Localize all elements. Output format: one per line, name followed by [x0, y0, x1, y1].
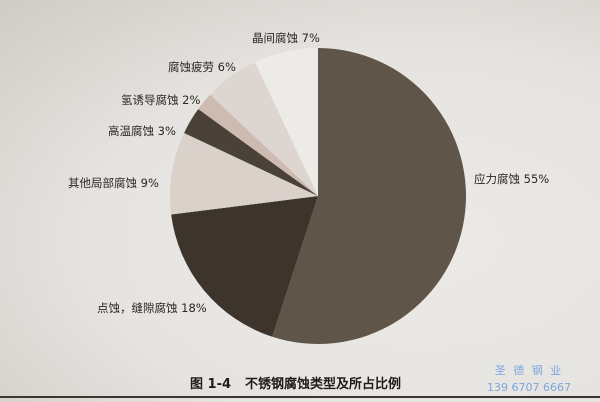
pie-slice-5 — [210, 62, 318, 196]
label-stress-corrosion: 应力腐蚀 55% — [474, 172, 550, 186]
pie-slice-0 — [272, 48, 466, 344]
pie-slice-1 — [171, 196, 318, 337]
label-fatigue: 腐蚀疲劳 6% — [168, 60, 236, 74]
label-hydrogen: 氢诱导腐蚀 2% — [121, 93, 201, 107]
pie-slice-3 — [184, 109, 318, 196]
label-high-temp: 高温腐蚀 3% — [108, 124, 176, 138]
figure-caption: 图 1-4 不锈钢腐蚀类型及所占比例 — [190, 373, 415, 392]
label-pitting-crevice: 点蚀，缝隙腐蚀 18% — [97, 301, 207, 315]
page-rule — [0, 396, 600, 398]
pie-slice-2 — [170, 132, 318, 215]
label-other-local: 其他局部腐蚀 9% — [68, 176, 159, 190]
figure-title: 不锈钢腐蚀类型及所占比例 — [245, 377, 402, 392]
watermark: 圣 德 钢 业 139 6707 6667 — [487, 362, 571, 396]
pie-slice-4 — [198, 94, 318, 196]
pie-slice-6 — [254, 48, 318, 196]
figure-number: 图 1-4 — [190, 377, 232, 392]
watermark-name: 圣 德 钢 业 — [494, 364, 564, 377]
watermark-phone: 139 6707 6667 — [487, 381, 571, 394]
label-intergranular: 晶间腐蚀 7% — [252, 31, 320, 45]
